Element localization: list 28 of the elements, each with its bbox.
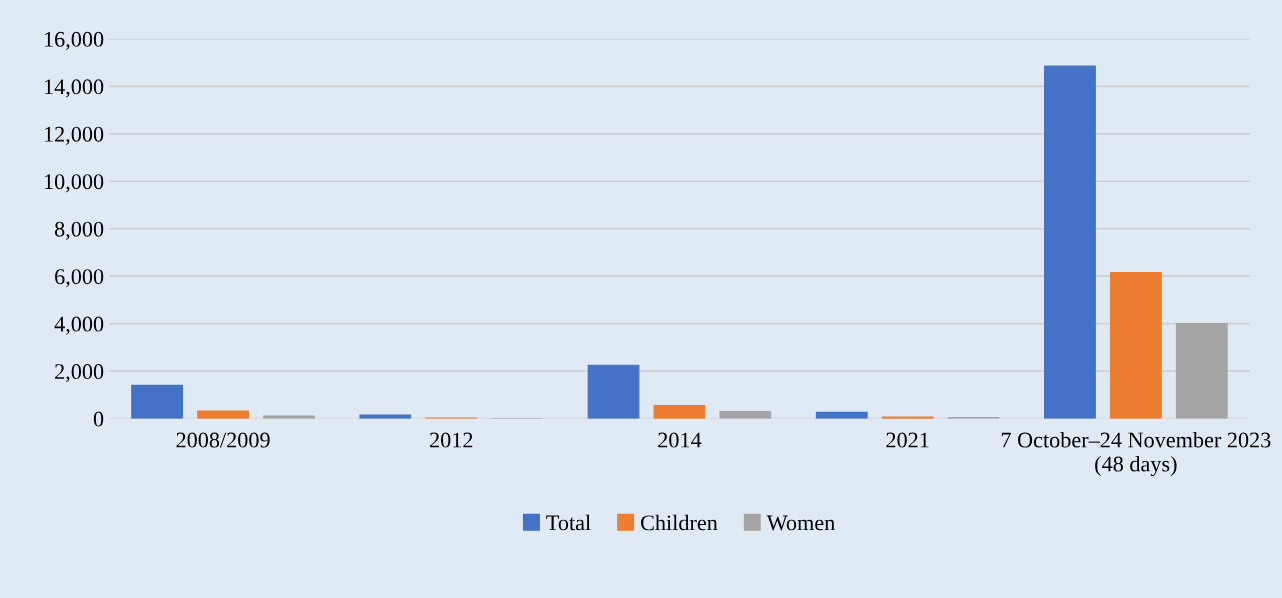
- y-tick-label: 4,000: [54, 316, 104, 335]
- x-tick-label: 2021: [886, 432, 929, 448]
- y-tick-label: 16,000: [44, 31, 104, 50]
- bar: [131, 384, 184, 419]
- bar: [263, 415, 315, 419]
- y-tick-label: 14,000: [44, 79, 104, 98]
- bar: [587, 364, 640, 419]
- legend-label: Total: [546, 514, 591, 531]
- bar: [197, 410, 249, 419]
- x-tick-label: 2008/2009: [176, 432, 270, 448]
- bar: [815, 411, 868, 419]
- bar: [653, 404, 706, 419]
- bar: [359, 414, 412, 419]
- bar: [1044, 65, 1096, 419]
- y-tick-label: 2,000: [55, 364, 104, 383]
- legend-label: Children: [640, 514, 718, 531]
- y-tick-label: 12,000: [44, 126, 104, 145]
- y-tick-label: 0: [93, 411, 104, 427]
- legend-label: Women: [766, 515, 835, 531]
- bar: [1109, 272, 1162, 419]
- x-tick-label: 2012: [430, 432, 473, 448]
- y-tick-label: 8,000: [54, 221, 104, 240]
- x-tick-label: 7 October–24 November 2023 (48 days): [1001, 431, 1271, 477]
- y-tick-label: 6,000: [55, 269, 104, 288]
- x-tick-label: 2014: [658, 432, 702, 448]
- bar: [719, 410, 772, 419]
- y-tick-label: 10,000: [44, 174, 104, 193]
- bar: [1175, 323, 1228, 419]
